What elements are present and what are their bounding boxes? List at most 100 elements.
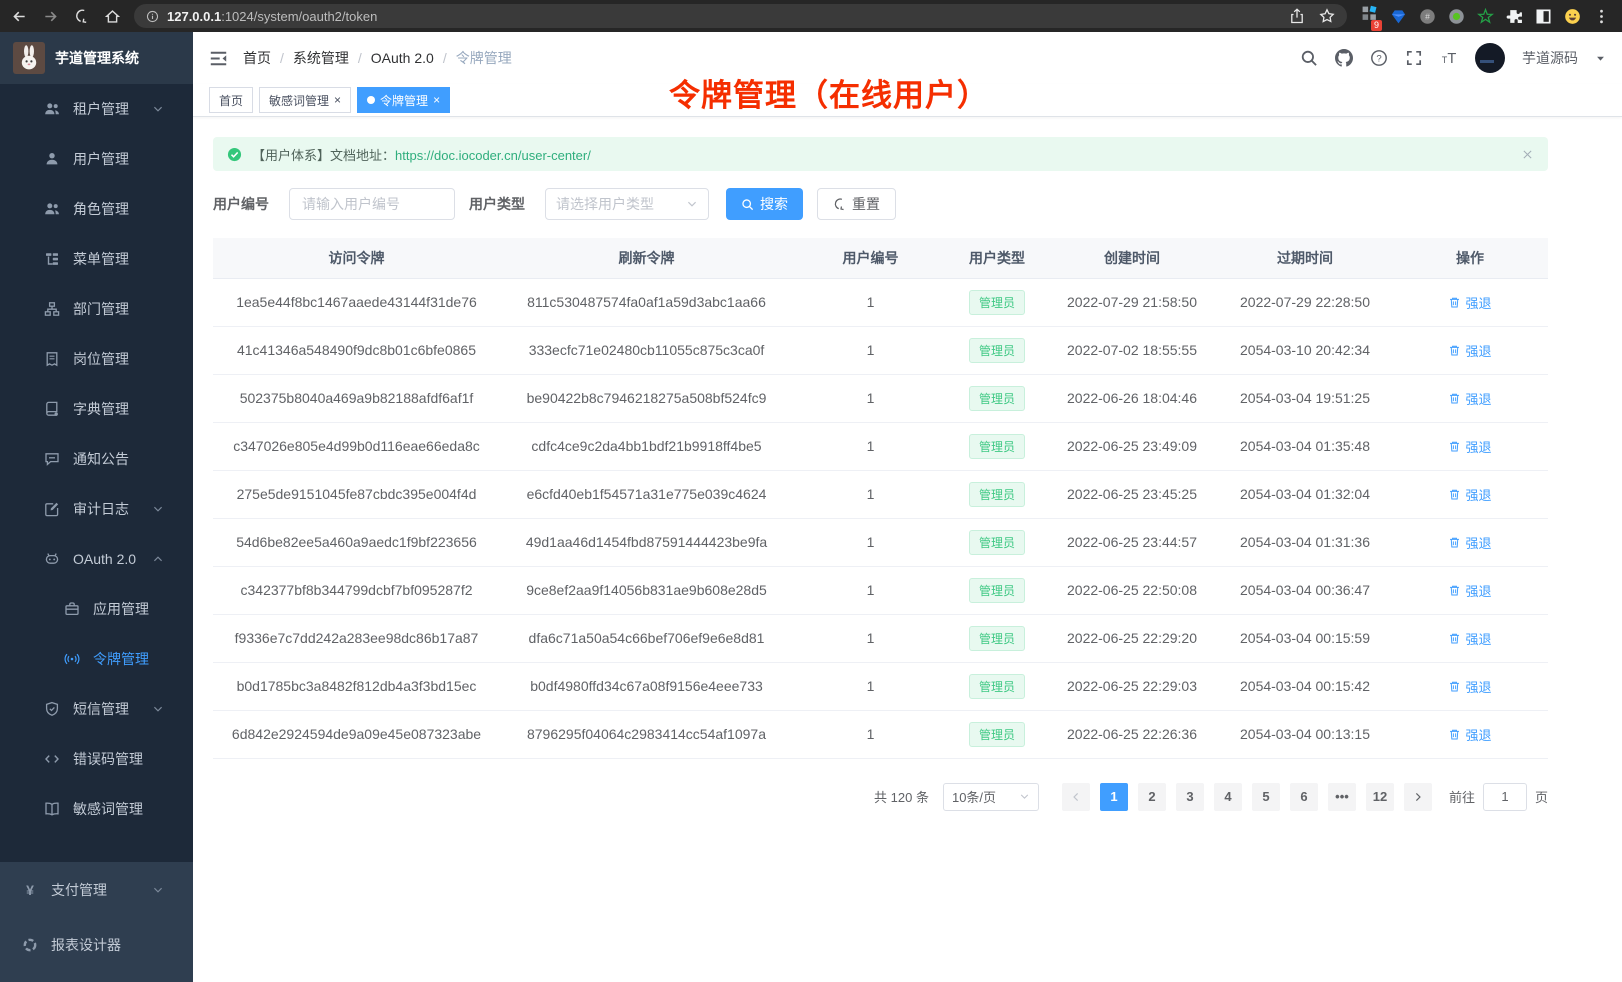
token-table: 访问令牌 刷新令牌 用户编号 用户类型 创建时间 过期时间 操作 1ea5e44f8bc14… (213, 238, 1548, 759)
alert-doc-link[interactable]: https://doc.iocoder.cn/user-center/ (395, 147, 591, 163)
puzzle-extensions-icon[interactable] (1506, 8, 1523, 25)
site-info-icon[interactable] (146, 10, 159, 23)
tab-首页[interactable]: 首页 (209, 87, 254, 113)
help-icon[interactable] (1370, 49, 1388, 67)
sidebar-item-pay[interactable]: 支付管理 (0, 862, 193, 917)
column-header: 访问令牌 (213, 238, 500, 279)
green-star-extension-icon[interactable] (1477, 8, 1494, 25)
sidebar-item-role[interactable]: 角色管理 (0, 184, 193, 234)
tab-close-icon[interactable]: × (433, 93, 441, 107)
font-size-icon[interactable] (1440, 49, 1458, 67)
grid-extension-icon[interactable]: 9 (1361, 5, 1382, 31)
fullscreen-icon[interactable] (1405, 49, 1423, 67)
trash-icon (1448, 680, 1461, 693)
sidebar-item-dict[interactable]: 字典管理 (0, 384, 193, 434)
sidebar-logo[interactable]: 芋道管理系统 (0, 32, 193, 84)
page-number-button[interactable]: 5 (1251, 782, 1280, 811)
user-menu-caret-icon[interactable] (1595, 53, 1606, 64)
sidebar-item-oauth-app[interactable]: 应用管理 (0, 584, 193, 634)
app-title: 芋道管理系统 (55, 50, 139, 66)
force-logout-button[interactable]: 强退 (1448, 677, 1492, 696)
sidebar-item-notice[interactable]: 通知公告 (0, 434, 193, 484)
breadcrumb-item[interactable]: 首页 (243, 50, 271, 66)
search-button[interactable]: 搜索 (726, 188, 803, 220)
page-number-button[interactable]: 2 (1137, 782, 1166, 811)
github-icon[interactable] (1335, 49, 1353, 67)
force-logout-button[interactable]: 强退 (1448, 629, 1492, 648)
browser-nav (12, 9, 120, 24)
next-page-button[interactable] (1403, 782, 1432, 811)
share-icon[interactable] (1289, 8, 1305, 24)
home-icon[interactable] (105, 9, 120, 24)
page-number-button[interactable]: 12 (1365, 782, 1394, 811)
reading-list-icon[interactable] (1535, 8, 1552, 25)
url-text[interactable]: 127.0.0.1:1024/system/oauth2/token (167, 9, 377, 24)
sidebar-item-report[interactable]: 报表设计器 (0, 917, 193, 972)
address-bar[interactable]: 127.0.0.1:1024/system/oauth2/token (134, 4, 1347, 28)
page-ellipsis-button[interactable]: ••• (1327, 782, 1356, 811)
rabbit-logo-icon (13, 42, 45, 74)
page-number-button[interactable]: 1 (1099, 782, 1128, 811)
sidebar-item-user[interactable]: 用户管理 (0, 134, 193, 184)
sidebar-item-dept[interactable]: 部门管理 (0, 284, 193, 334)
goto-page-input[interactable] (1482, 782, 1527, 811)
breadcrumb: 首页 / 系统管理 / OAuth 2.0 / 令牌管理 (243, 48, 512, 68)
force-logout-button[interactable]: 强退 (1448, 485, 1492, 504)
extensions-row: 9 (1361, 5, 1610, 31)
page-number-button[interactable]: 6 (1289, 782, 1318, 811)
sidebar-item-tenant[interactable]: 租户管理 (0, 84, 193, 134)
dot-circle-extension-icon[interactable] (1448, 8, 1465, 25)
sidebar: 芋道管理系统 租户管理 用户管理 角色管理 菜单管理 部门管理 岗位管理 字典管理 通知公告审… (0, 32, 193, 982)
sidebar-item-sensitive[interactable]: 敏感词管理 (0, 784, 193, 834)
tab-close-icon[interactable]: × (334, 93, 342, 107)
sidebar-item-token[interactable]: 令牌管理 (0, 634, 193, 684)
tab-令牌管理[interactable]: 令牌管理 × (357, 87, 451, 113)
page-number-button[interactable]: 4 (1213, 782, 1242, 811)
bookmark-star-icon[interactable] (1319, 8, 1335, 24)
browser-menu-icon[interactable] (1593, 8, 1610, 25)
reset-button[interactable]: 重置 (817, 188, 896, 220)
avatar[interactable] (1475, 43, 1505, 73)
sidebar-item-menu[interactable]: 菜单管理 (0, 234, 193, 284)
profile-emoji-icon[interactable] (1564, 8, 1581, 25)
gem-extension-icon[interactable] (1390, 8, 1407, 25)
reload-icon[interactable] (74, 9, 89, 24)
user-id-cell: 1 (793, 518, 948, 567)
user-type-select[interactable]: 请选择用户类型 (545, 188, 709, 220)
sidebar-item-post[interactable]: 岗位管理 (0, 334, 193, 384)
forward-icon[interactable] (43, 9, 58, 24)
tabs-bar: 首页 敏感词管理 × 令牌管理 × (193, 84, 1622, 117)
username[interactable]: 芋道源码 (1522, 50, 1578, 66)
robot-icon (44, 551, 60, 567)
sidebar-item-sms[interactable]: 短信管理 (0, 684, 193, 734)
access-token-cell: c342377bf8b344799dcbf7bf095287f2 (213, 566, 500, 615)
force-logout-button[interactable]: 强退 (1448, 293, 1492, 312)
access-token-cell: 275e5de9151045fe87cbdc395e004f4d (213, 470, 500, 519)
back-icon[interactable] (12, 9, 27, 24)
sidebar-item-audit[interactable]: 审计日志 (0, 484, 193, 534)
prev-page-button[interactable] (1061, 782, 1090, 811)
force-logout-button[interactable]: 强退 (1448, 437, 1492, 456)
reset-refresh-icon (833, 198, 846, 211)
tab-敏感词管理[interactable]: 敏感词管理 × (259, 87, 352, 113)
breadcrumb-item[interactable]: OAuth 2.0 (370, 50, 434, 66)
force-logout-button[interactable]: 强退 (1448, 581, 1492, 600)
force-logout-button[interactable]: 强退 (1448, 725, 1492, 744)
sidebar-item-oauth2[interactable]: OAuth 2.0 (0, 534, 193, 584)
alert-close-icon[interactable] (1521, 148, 1534, 161)
sidebar-item-label: 支付管理 (51, 881, 107, 898)
collapse-sidebar-icon[interactable] (209, 49, 228, 68)
briefcase-icon (64, 601, 80, 617)
force-logout-button[interactable]: 强退 (1448, 533, 1492, 552)
breadcrumb-item[interactable]: 系统管理 (292, 50, 349, 66)
page-size-select[interactable]: 10条/页 (942, 782, 1039, 811)
gray-circle-extension-icon[interactable] (1419, 8, 1436, 25)
page-number-button[interactable]: 3 (1175, 782, 1204, 811)
user-id-input[interactable] (289, 188, 455, 220)
force-logout-button[interactable]: 强退 (1448, 341, 1492, 360)
force-logout-button[interactable]: 强退 (1448, 389, 1492, 408)
search-icon[interactable] (1300, 49, 1318, 67)
sidebar-item-errcode[interactable]: 错误码管理 (0, 734, 193, 784)
table-row: 275e5de9151045fe87cbdc395e004f4d e6cfd40e… (213, 470, 1548, 519)
